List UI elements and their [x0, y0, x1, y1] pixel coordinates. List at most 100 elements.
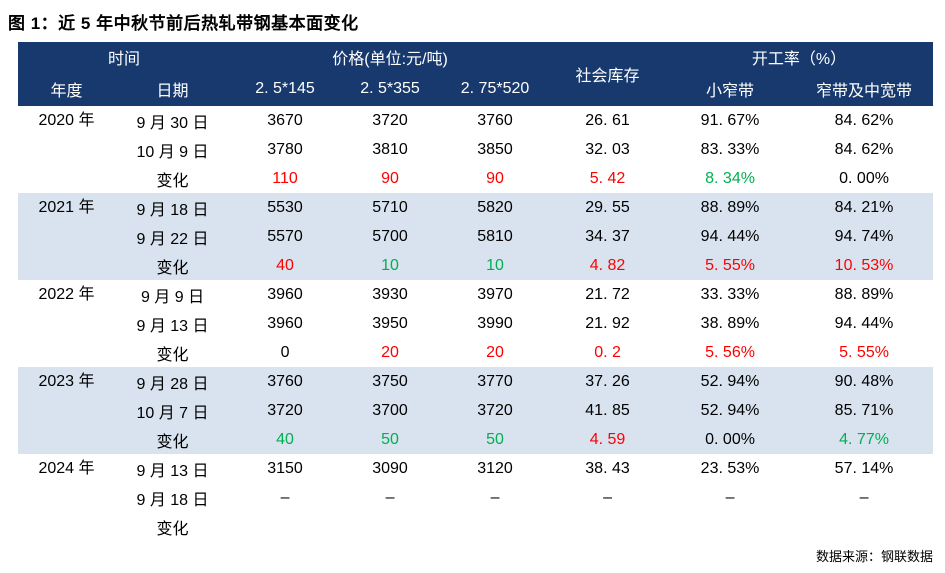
- value-cell: 3960: [267, 314, 303, 332]
- header-small-narrow-strip: 小窄带: [665, 72, 796, 106]
- value-cell: [340, 512, 440, 541]
- value-cell: [665, 512, 795, 541]
- date-cell: 9 月 13 日: [136, 317, 209, 335]
- value-cell: 50: [340, 425, 441, 454]
- value-cell: 5530: [230, 193, 341, 222]
- value-cell: 3760: [230, 367, 341, 396]
- value-cell: 41. 85: [550, 396, 666, 425]
- fundamentals-table: 时间 价格(单位:元/吨) 社会库存 开工率（%） 年度 日期 2. 5*145…: [18, 42, 934, 541]
- value-cell: 8. 34%: [705, 169, 755, 187]
- value-cell: 34. 37: [550, 222, 666, 251]
- value-cell: 5. 55%: [839, 343, 889, 361]
- value-cell: 3780: [267, 140, 303, 158]
- date-cell: 9 月 13 日: [136, 462, 209, 480]
- date-cell: 10 月 7 日: [115, 396, 231, 425]
- header-price-group: 价格(单位:元/吨): [230, 42, 551, 72]
- value-cell: 0. 00%: [665, 425, 796, 454]
- value-cell: 4. 77%: [795, 425, 934, 454]
- value-cell: 57. 14%: [834, 459, 894, 477]
- value-cell: 5. 56%: [705, 343, 755, 361]
- table-row: 9 月 22 日 5570 5700 5810 34. 37 94. 44% 94. 74%: [18, 222, 934, 251]
- value-cell: 3960: [267, 285, 303, 303]
- value-cell: 33. 33%: [700, 285, 760, 303]
- value-cell: –: [280, 488, 290, 506]
- value-cell: –: [603, 488, 612, 506]
- date-cell: 9 月 22 日: [115, 222, 231, 251]
- value-cell: 52. 94%: [665, 396, 796, 425]
- data-source-note: 数据来源：钢联数据: [815, 549, 933, 564]
- value-cell: 3850: [477, 140, 513, 158]
- table-row: 2022 年 9 月 9 日 3960 3930 3970 21. 72 33. 33% 88…: [18, 280, 933, 309]
- value-cell: 40: [230, 425, 341, 454]
- value-cell: 85. 71%: [795, 396, 934, 425]
- value-cell: 4. 82: [550, 251, 666, 280]
- value-cell: 29. 55: [550, 193, 666, 222]
- value-cell: 10. 53%: [795, 251, 934, 280]
- figure-page: 图 1：近 5 年中秋节前后热轧带钢基本面变化 时间 价格(单位:元/吨) 社会…: [0, 9, 945, 573]
- value-cell: –: [725, 488, 735, 506]
- header-narrow-medium-strip: 窄带及中宽带: [795, 72, 934, 106]
- table-row: 变化 0 20 20 0. 2 5. 56% 5. 55%: [18, 338, 933, 367]
- header-spec-3: 2. 75*520: [440, 72, 551, 106]
- header-date: 日期: [115, 72, 231, 106]
- table-row: 变化 40 50 50 4. 59 0. 00% 4. 77%: [18, 425, 934, 454]
- value-cell: 26. 61: [585, 111, 630, 129]
- table-row: 2020 年 9 月 30 日 3670 3720 3760 26. 61 91. 67% 8…: [18, 106, 933, 135]
- value-cell: 50: [440, 425, 551, 454]
- value-cell: 21. 92: [585, 314, 630, 332]
- value-cell: 3120: [477, 459, 513, 477]
- value-cell: 94. 74%: [795, 222, 934, 251]
- year-cell: 2024 年: [38, 460, 95, 477]
- value-cell: 0. 00%: [839, 169, 889, 187]
- value-cell: –: [385, 488, 395, 506]
- header-social-inventory: 社会库存: [550, 42, 666, 106]
- table-row: 2024 年 9 月 13 日 3150 3090 3120 38. 43 23. 53% 5…: [18, 454, 933, 483]
- date-cell: 9 月 9 日: [140, 288, 205, 306]
- value-cell: 5. 55%: [665, 251, 796, 280]
- value-cell: [230, 512, 340, 541]
- date-cell: 变化: [115, 425, 231, 454]
- value-cell: 52. 94%: [665, 367, 796, 396]
- value-cell: 110: [272, 169, 298, 187]
- value-cell: 90: [381, 169, 399, 187]
- value-cell: 23. 53%: [700, 459, 760, 477]
- date-cell: 变化: [156, 172, 189, 190]
- value-cell: 3090: [372, 459, 408, 477]
- value-cell: 5. 42: [589, 169, 626, 187]
- date-cell: 9 月 18 日: [136, 491, 209, 509]
- value-cell: 3720: [230, 396, 341, 425]
- value-cell: 94. 44%: [665, 222, 796, 251]
- date-cell: 9 月 18 日: [115, 193, 231, 222]
- year-cell: 2020 年: [38, 112, 95, 129]
- value-cell: 3720: [372, 111, 408, 129]
- value-cell: 5710: [340, 193, 441, 222]
- value-cell: 3700: [340, 396, 441, 425]
- value-cell: 94. 44%: [834, 314, 894, 332]
- value-cell: 3750: [340, 367, 441, 396]
- value-cell: 84. 62%: [834, 140, 894, 158]
- value-cell: 10: [340, 251, 441, 280]
- figure-title: 图 1：近 5 年中秋节前后热轧带钢基本面变化: [8, 14, 359, 33]
- value-cell: 0: [280, 343, 290, 361]
- value-cell: 3670: [267, 111, 303, 129]
- value-cell: 38. 89%: [700, 314, 760, 332]
- value-cell: 84. 21%: [795, 193, 934, 222]
- header-year: 年度: [18, 72, 115, 106]
- header-operating-rate-group: 开工率（%）: [665, 42, 934, 72]
- value-cell: 38. 43: [585, 459, 630, 477]
- value-cell: 4. 59: [550, 425, 666, 454]
- value-cell: 0. 2: [594, 343, 621, 361]
- table-row: 9 月 13 日 3960 3950 3990 21. 92 38. 89% 94. 44%: [18, 309, 933, 338]
- value-cell: 3810: [372, 140, 408, 158]
- value-cell: –: [859, 488, 869, 506]
- value-cell: [795, 512, 933, 541]
- value-cell: 83. 33%: [700, 140, 760, 158]
- value-cell: 40: [230, 251, 341, 280]
- date-cell: 变化: [156, 346, 189, 364]
- date-cell: 9 月 30 日: [136, 114, 209, 132]
- value-cell: [440, 512, 550, 541]
- value-cell: 3720: [440, 396, 551, 425]
